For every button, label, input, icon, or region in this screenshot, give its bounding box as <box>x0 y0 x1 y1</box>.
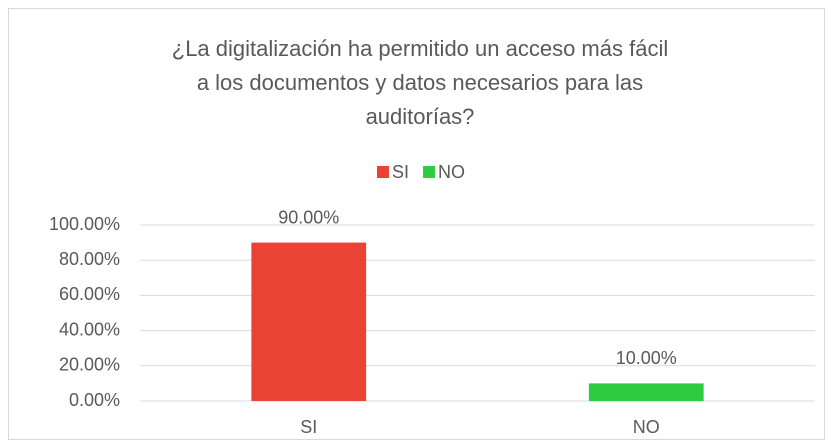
chart-title: ¿La digitalización ha permitido un acces… <box>172 36 668 61</box>
legend-swatch <box>377 166 389 178</box>
bar <box>251 242 367 401</box>
x-tick-label: SI <box>300 417 317 437</box>
chart-title: a los documentos y datos necesarios para… <box>197 70 643 95</box>
y-tick-label: 60.00% <box>59 284 120 304</box>
legend-label: SI <box>392 162 409 182</box>
bar <box>588 383 704 401</box>
legend-label: NO <box>438 162 465 182</box>
y-tick-label: 80.00% <box>59 249 120 269</box>
x-tick-label: NO <box>633 417 660 437</box>
y-tick-label: 100.00% <box>49 214 120 234</box>
chart-border <box>8 8 825 440</box>
y-tick-label: 0.00% <box>69 390 120 410</box>
data-label: 90.00% <box>278 207 339 227</box>
data-label: 10.00% <box>616 348 677 368</box>
chart-title: auditorías? <box>366 104 475 129</box>
y-tick-label: 20.00% <box>59 355 120 375</box>
y-tick-label: 40.00% <box>59 319 120 339</box>
legend-swatch <box>423 166 436 178</box>
